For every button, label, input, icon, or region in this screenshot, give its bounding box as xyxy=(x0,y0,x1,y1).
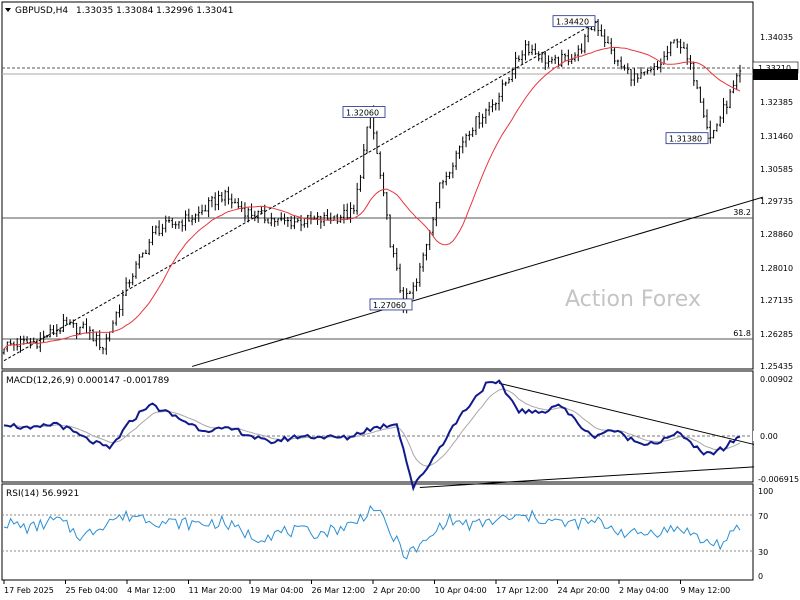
rsi-tick-0: 0 xyxy=(758,572,763,581)
time-label: 9 May 12:00 xyxy=(681,586,731,595)
trendline xyxy=(3,20,599,362)
rsi-panel-frame xyxy=(1,483,754,581)
macd-trendlines xyxy=(419,382,755,488)
time-label: 4 Mar 12:00 xyxy=(127,586,175,595)
price-tick: 1.26285 xyxy=(760,330,793,339)
symbol-label: GBPUSD,H4 xyxy=(15,6,68,16)
price-tick: 1.30585 xyxy=(760,165,793,174)
price-tick: 1.32385 xyxy=(760,98,793,107)
annotation-label: 1.34420 xyxy=(556,18,589,27)
annotation-box xyxy=(665,132,709,145)
moving-average-line xyxy=(3,46,741,350)
time-label: 2 Apr 20:00 xyxy=(373,586,420,595)
price-tick: 1.28860 xyxy=(760,230,793,239)
price-trendlines xyxy=(3,20,764,367)
rsi-tick-70: 70 xyxy=(758,512,768,521)
macd-tick-zero: 0.00 xyxy=(760,432,778,441)
macd-zero-tag xyxy=(753,431,798,441)
price-tick: 1.25435 xyxy=(760,362,793,371)
annotation-box xyxy=(369,298,413,311)
price-tick: 1.27135 xyxy=(760,296,793,305)
annotation-box xyxy=(342,106,386,118)
annotation-label: 1.32060 xyxy=(346,109,379,118)
macd-trendline xyxy=(419,466,755,488)
price-tick: 1.29735 xyxy=(760,197,793,206)
annotation-box xyxy=(552,15,596,28)
rsi-tick-100: 100 xyxy=(758,487,773,496)
price-annotations: 1.34420 1.32060 1.27060 1.31380 xyxy=(342,15,711,311)
price-axis: 1.34035 1.32385 1.31460 1.30585 1.29735 … xyxy=(752,33,799,371)
ask-price-label: 1.33210 xyxy=(758,64,791,73)
time-label: 19 Mar 04:00 xyxy=(250,586,303,595)
annotation-label: 1.27060 xyxy=(373,301,406,310)
ohlc-values: 1.33035 1.33084 1.32996 1.33041 xyxy=(76,6,233,16)
time-label: 17 Feb 2025 xyxy=(4,586,54,595)
rsi-line xyxy=(3,504,741,560)
time-label: 10 Apr 04:00 xyxy=(435,586,487,595)
price-tick: 1.34035 xyxy=(760,33,793,42)
fib-label-38: 38.2 xyxy=(733,208,751,217)
price-panel-frame xyxy=(1,1,754,370)
macd-panel-frame xyxy=(1,370,754,483)
time-label: 11 Mar 20:00 xyxy=(189,586,242,595)
current-price-tag xyxy=(753,69,798,80)
trendline xyxy=(191,196,764,367)
price-tick: 1.31460 xyxy=(760,132,793,141)
current-price-label: 1.33041 xyxy=(758,71,791,80)
fib-label-61: 61.8 xyxy=(733,329,751,338)
time-label: 25 Feb 04:00 xyxy=(66,586,118,595)
time-label: 17 Apr 12:00 xyxy=(496,586,548,595)
macd-tick-min: -0.006915 xyxy=(758,475,799,484)
time-label: 26 Mar 12:00 xyxy=(312,586,365,595)
macd-signal-line xyxy=(3,388,741,467)
macd-tick-max: 0.00902 xyxy=(760,375,793,384)
annotation-label: 1.31380 xyxy=(669,135,702,144)
watermark: Action Forex xyxy=(565,287,701,312)
macd-title: MACD(12,26,9) 0.000147 -0.001789 xyxy=(6,376,169,386)
price-tick: 1.28010 xyxy=(760,264,793,273)
candles xyxy=(2,19,742,355)
time-axis: 17 Feb 2025 25 Feb 04:00 4 Mar 12:00 11 Mar… xyxy=(3,580,731,595)
time-label: 24 Apr 20:00 xyxy=(558,586,610,595)
time-label: 2 May 04:00 xyxy=(619,586,669,595)
rsi-tick-30: 30 xyxy=(758,548,768,557)
symbol-dropdown-icon[interactable] xyxy=(5,8,11,12)
macd-line xyxy=(3,379,741,492)
rsi-title: RSI(14) 56.9921 xyxy=(6,489,79,499)
macd-trendline xyxy=(498,382,755,445)
chart-header: GBPUSD,H4 1.33035 1.33084 1.32996 1.3304… xyxy=(5,6,233,16)
